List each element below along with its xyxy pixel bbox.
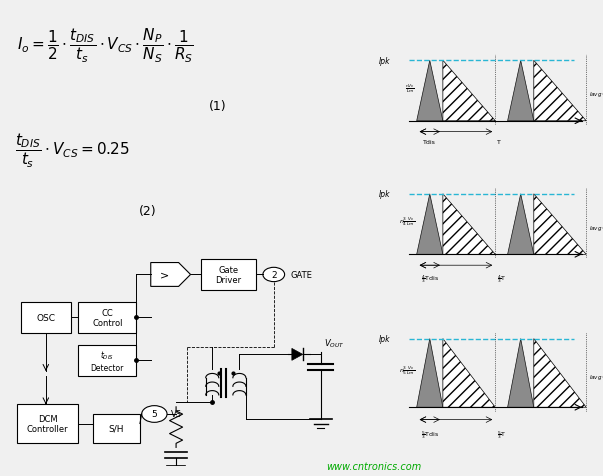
Bar bbox=[93, 414, 140, 443]
Text: $\frac{4}{3}$T: $\frac{4}{3}$T bbox=[497, 273, 506, 285]
Polygon shape bbox=[508, 339, 534, 407]
Text: $t_{DIS}$
Detector: $t_{DIS}$ Detector bbox=[90, 349, 124, 372]
Text: $n\frac{3}{4}\frac{V_o}{Lm}$: $n\frac{3}{4}\frac{V_o}{Lm}$ bbox=[399, 215, 415, 228]
Text: >: > bbox=[160, 270, 169, 280]
Text: S/H: S/H bbox=[109, 424, 124, 433]
Polygon shape bbox=[417, 61, 443, 121]
Polygon shape bbox=[508, 194, 534, 255]
Text: $n\frac{3}{5}\frac{V_o}{Lm}$: $n\frac{3}{5}\frac{V_o}{Lm}$ bbox=[399, 364, 415, 376]
Text: CC
Control: CC Control bbox=[92, 308, 122, 327]
Text: $Iavg=\frac{Ipk \cdot Tdis}{T}$: $Iavg=\frac{Ipk \cdot Tdis}{T}$ bbox=[589, 88, 603, 100]
Text: (1): (1) bbox=[209, 99, 227, 112]
Text: $\frac{5}{3}$Tdis: $\frac{5}{3}$Tdis bbox=[421, 428, 439, 440]
Polygon shape bbox=[534, 194, 586, 255]
Polygon shape bbox=[508, 61, 534, 121]
Text: Ipk: Ipk bbox=[379, 57, 391, 66]
Text: $\frac{5}{3}$T: $\frac{5}{3}$T bbox=[497, 428, 506, 440]
Bar bbox=[201, 259, 256, 290]
Polygon shape bbox=[443, 61, 495, 121]
Polygon shape bbox=[151, 263, 191, 287]
Circle shape bbox=[263, 268, 285, 282]
Bar bbox=[78, 345, 136, 376]
Text: $\dfrac{t_{DIS}}{t_s} \cdot V_{CS} = 0.25$: $\dfrac{t_{DIS}}{t_s} \cdot V_{CS} = 0.2… bbox=[14, 131, 130, 169]
Text: $\frac{4}{3}$Tdis: $\frac{4}{3}$Tdis bbox=[421, 273, 439, 285]
Text: Tdis: Tdis bbox=[423, 139, 436, 145]
Polygon shape bbox=[443, 339, 495, 407]
Circle shape bbox=[142, 406, 167, 423]
Polygon shape bbox=[443, 194, 495, 255]
Text: Ipk: Ipk bbox=[379, 335, 391, 343]
Text: VS: VS bbox=[171, 410, 182, 418]
Polygon shape bbox=[534, 61, 586, 121]
Text: Ipk: Ipk bbox=[379, 190, 391, 199]
Text: (2): (2) bbox=[139, 205, 157, 218]
Text: $\frac{nV_o}{Lm}$: $\frac{nV_o}{Lm}$ bbox=[405, 82, 415, 95]
Text: GATE: GATE bbox=[290, 270, 312, 279]
Polygon shape bbox=[292, 348, 303, 361]
Text: Gate
Driver: Gate Driver bbox=[215, 265, 242, 285]
Polygon shape bbox=[417, 339, 443, 407]
Bar bbox=[78, 302, 136, 333]
Text: $Iavg=\frac{Ipk \cdot (5/3) \cdot Tdis}{(5/3) \cdot T}$: $Iavg=\frac{Ipk \cdot (5/3) \cdot Tdis}{… bbox=[589, 371, 603, 382]
Text: $V_{OUT}$: $V_{OUT}$ bbox=[324, 337, 345, 349]
Text: DCM
Controller: DCM Controller bbox=[27, 414, 69, 433]
Text: www.cntronics.com: www.cntronics.com bbox=[326, 461, 421, 471]
Text: $Iavg=\frac{Ipk \cdot (4/3) \cdot Tdis}{(4/3) \cdot T}$: $Iavg=\frac{Ipk \cdot (4/3) \cdot Tdis}{… bbox=[589, 222, 603, 233]
Bar bbox=[17, 405, 78, 443]
Polygon shape bbox=[534, 339, 586, 407]
Bar bbox=[21, 302, 71, 333]
Text: T: T bbox=[497, 139, 500, 145]
Text: OSC: OSC bbox=[36, 313, 55, 322]
Text: 2: 2 bbox=[271, 270, 277, 279]
Text: 5: 5 bbox=[151, 410, 157, 418]
Text: $I_o = \dfrac{1}{2} \cdot \dfrac{t_{DIS}}{t_s} \cdot V_{CS} \cdot \dfrac{N_P}{N_: $I_o = \dfrac{1}{2} \cdot \dfrac{t_{DIS}… bbox=[16, 27, 194, 65]
Polygon shape bbox=[417, 194, 443, 255]
